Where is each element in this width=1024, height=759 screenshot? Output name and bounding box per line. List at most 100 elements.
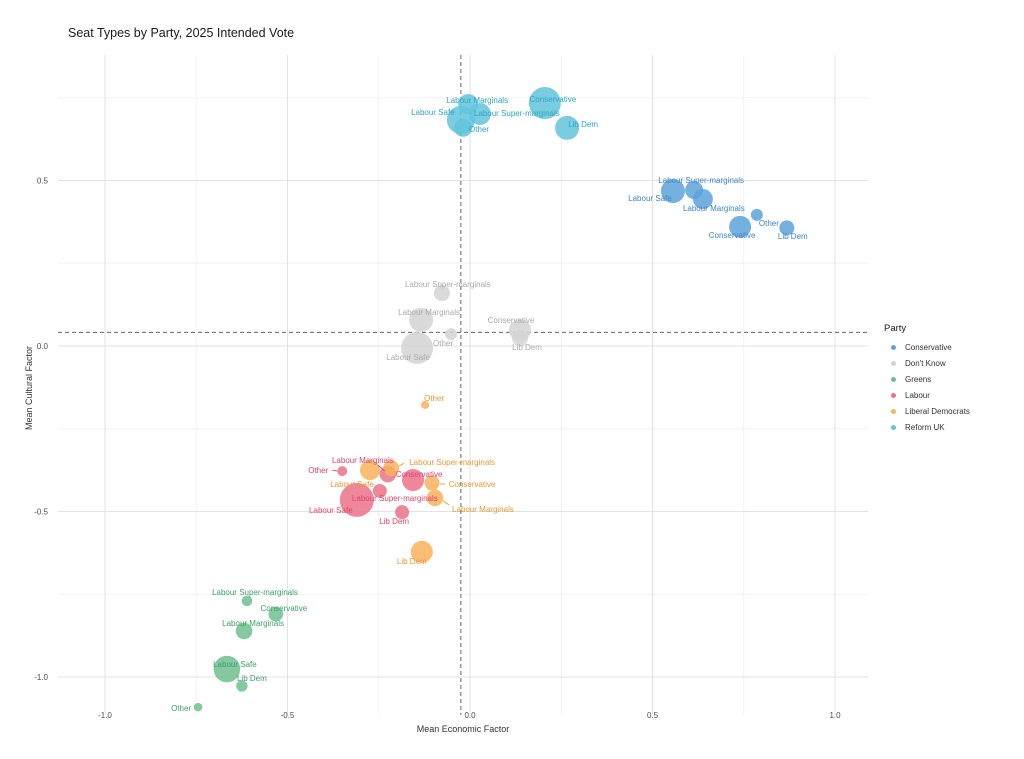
bubble-greens-labour-super-marginals — [241, 595, 253, 607]
bubble-conservative-lib-dem — [779, 220, 795, 236]
legend-swatch-icon — [891, 409, 896, 414]
bubble-label-labour-conservative: Conservative — [396, 470, 443, 479]
bubble-conservative-other — [750, 208, 763, 221]
bubble-liberal-democrats-labour-safe — [359, 460, 380, 481]
bubble-don-t-know-labour-marginals — [409, 307, 434, 332]
bubble-label-reform-uk-other: Other — [469, 125, 489, 134]
bubble-liberal-democrats-lib-dem — [410, 540, 433, 563]
bubble-greens-labour-safe — [213, 655, 241, 683]
y-tick-label: 0.5 — [37, 177, 49, 186]
bubble-labour-labour-super-marginals — [372, 483, 387, 498]
legend-title: Party — [884, 323, 907, 334]
bubble-label-labour-lib-dem: Lib Dem — [379, 517, 409, 526]
x-axis-title: Mean Economic Factor — [416, 724, 510, 734]
legend-item-label: Reform UK — [905, 423, 945, 432]
legend-item-don-t-know: Don't Know — [884, 359, 970, 368]
x-tick-label: 1.0 — [829, 711, 841, 720]
bubble-label-conservative-labour-safe: Labour Safe — [628, 194, 672, 203]
bubble-label-liberal-democrats-labour-safe: Labour Safe — [330, 480, 374, 489]
bubble-labour-other — [337, 466, 348, 477]
y-tick-label: 0.0 — [37, 342, 49, 351]
bubble-conservative-labour-safe — [660, 179, 685, 204]
bubble-reform-uk-labour-super-marginals — [468, 102, 491, 125]
bubble-label-conservative-other: Other — [759, 219, 779, 228]
legend-swatch-icon — [891, 393, 896, 398]
bubble-liberal-democrats-labour-super-marginals — [383, 460, 400, 477]
bubble-label-don-t-know-conservative: Conservative — [488, 316, 535, 325]
x-tick-label: -1.0 — [98, 711, 112, 720]
x-tick-label: -0.5 — [281, 711, 295, 720]
bubble-conservative-conservative — [729, 215, 752, 238]
bubble-label-greens-labour-safe: Labour Safe — [213, 660, 257, 669]
legend-item-label: Labour — [905, 391, 930, 400]
leader-line-liberal-democrats-labour-super-marginals — [398, 462, 405, 467]
bubble-label-conservative-labour-super-marginals: Labour Super-marginals — [658, 176, 744, 185]
bubble-labour-labour-safe — [339, 482, 374, 517]
bubble-label-greens-labour-marginals: Labour Marginals — [222, 619, 284, 628]
bubble-label-don-t-know-labour-marginals: Labour Marginals — [398, 308, 460, 317]
legend: Party Conservative Don't Know Greens Labour… — [884, 323, 970, 439]
legend-item-label: Don't Know — [905, 359, 946, 368]
bubble-label-labour-labour-super-marginals: Labour Super-marginals — [352, 494, 438, 503]
bubble-liberal-democrats-conservative — [424, 475, 440, 491]
bubble-label-conservative-conservative: Conservative — [709, 231, 756, 240]
bubble-liberal-democrats-labour-marginals — [426, 489, 444, 507]
bubble-label-reform-uk-lib-dem: Lib Dem — [568, 120, 598, 129]
bubble-label-don-t-know-labour-super-marginals: Labour Super-marginals — [405, 280, 491, 289]
bubble-greens-other — [193, 702, 203, 712]
bubble-label-liberal-democrats-conservative: Conservative — [449, 480, 496, 489]
bubble-label-don-t-know-labour-safe: Labour Safe — [386, 353, 430, 362]
bubble-greens-labour-marginals — [235, 622, 253, 640]
legend-item-label: Liberal Democrats — [905, 407, 970, 416]
y-tick-label: -0.5 — [34, 508, 48, 517]
legend-item-greens: Greens — [884, 375, 970, 384]
x-tick-label: 0.0 — [464, 711, 476, 720]
bubble-label-reform-uk-conservative: Conservative — [529, 95, 576, 104]
bubble-label-labour-labour-marginals: Labour Marginals — [332, 456, 394, 465]
bubble-label-greens-labour-super-marginals: Labour Super-marginals — [212, 588, 298, 597]
legend-swatch-icon — [891, 345, 896, 350]
bubble-label-don-t-know-other: Other — [433, 339, 453, 348]
bubble-liberal-democrats-other — [421, 400, 430, 409]
bubble-labour-lib-dem — [395, 505, 410, 520]
bubble-label-reform-uk-labour-safe: Labour Safe — [411, 108, 455, 117]
legend-item-label: Conservative — [905, 343, 952, 352]
bubble-label-reform-uk-labour-marginals: Labour Marginals — [446, 96, 508, 105]
leader-line-liberal-democrats-labour-marginals — [442, 500, 450, 506]
bubble-label-conservative-lib-dem: Lib Dem — [778, 232, 808, 241]
legend-item-conservative: Conservative — [884, 343, 970, 352]
bubble-don-t-know-lib-dem — [512, 330, 529, 347]
legend-item-liberal-democrats: Liberal Democrats — [884, 407, 970, 416]
y-tick-label: -1.0 — [34, 673, 48, 682]
bubble-don-t-know-labour-super-marginals — [433, 285, 450, 302]
bubble-label-greens-other: Other — [171, 704, 191, 713]
x-tick-label: 0.5 — [647, 711, 659, 720]
legend-item-labour: Labour — [884, 391, 970, 400]
bubble-label-don-t-know-lib-dem: Lib Dem — [512, 343, 542, 352]
bubble-greens-lib-dem — [236, 680, 248, 692]
legend-swatch-icon — [891, 377, 896, 382]
y-axis-title: Mean Cultural Factor — [24, 345, 34, 431]
bubble-label-labour-labour-safe: Labour Safe — [309, 506, 353, 515]
bubble-label-liberal-democrats-labour-super-marginals: Labour Super-marginals — [409, 458, 495, 467]
bubble-label-conservative-labour-marginals: Labour Marginals — [683, 204, 745, 213]
bubble-label-liberal-democrats-labour-marginals: Labour Marginals — [452, 505, 514, 514]
legend-items: Conservative Don't Know Greens Labour Libera… — [884, 343, 970, 432]
bubble-reform-uk-lib-dem — [555, 115, 580, 140]
bubble-reform-uk-other — [454, 118, 473, 137]
bubble-labour-conservative — [402, 469, 425, 492]
legend-item-reform-uk: Reform UK — [884, 423, 970, 432]
bubble-label-liberal-democrats-other: Other — [424, 394, 444, 403]
bubble-label-reform-uk-labour-super-marginals: Labour Super-marginals — [474, 109, 560, 118]
bubble-greens-conservative — [268, 606, 284, 622]
leader-line-labour-labour-marginals — [377, 464, 386, 472]
legend-swatch-icon — [891, 425, 896, 430]
bubble-don-t-know-other — [445, 328, 458, 341]
bubble-label-greens-lib-dem: Lib Dem — [237, 674, 267, 683]
bubble-label-labour-other: Other — [308, 466, 328, 475]
legend-item-label: Greens — [905, 375, 932, 384]
chart-title: Seat Types by Party, 2025 Intended Vote — [68, 26, 295, 40]
bubble-label-liberal-democrats-lib-dem: Lib Dem — [397, 557, 427, 566]
